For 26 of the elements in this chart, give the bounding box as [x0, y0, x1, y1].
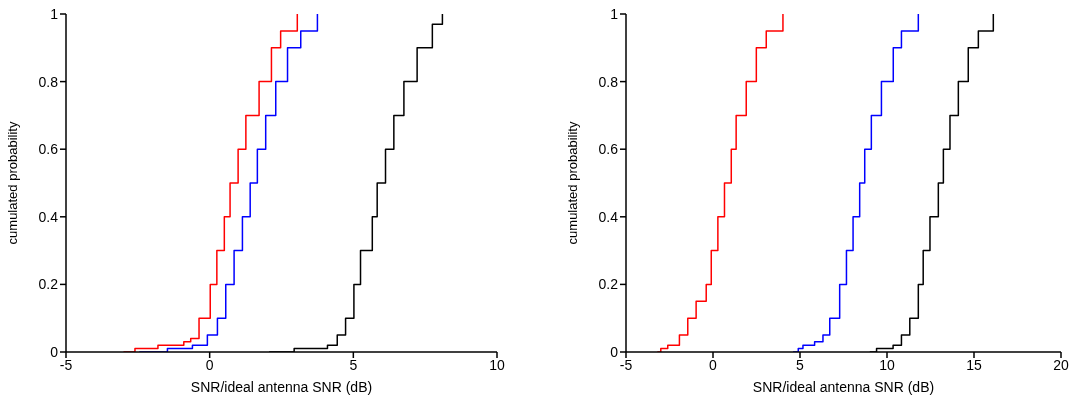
x-tick-label: -5: [59, 356, 73, 373]
y-tick-label: 0: [610, 343, 619, 360]
x-tick-label: 0: [205, 356, 214, 373]
x-tick-label: 15: [966, 356, 982, 373]
y-tick-label: 0.8: [598, 73, 619, 90]
x-axis-title: SNR/ideal antenna SNR (dB): [752, 379, 935, 395]
y-axis-title: cumulated probability: [4, 121, 20, 245]
x-tick-label: 5: [349, 356, 358, 373]
y-tick-label: 0.8: [38, 73, 59, 90]
x-axis-title: SNR/ideal antenna SNR (dB): [190, 379, 373, 395]
y-tick-label: 0.6: [38, 141, 59, 158]
x-tick-label: 10: [489, 356, 505, 373]
x-tick-label: -5: [619, 356, 633, 373]
y-tick-label: 0: [50, 343, 59, 360]
y-tick-label: 0.4: [598, 208, 619, 225]
x-tick-label: 10: [879, 356, 895, 373]
y-tick-label: 0.2: [38, 276, 59, 293]
y-tick-label: 0.2: [598, 276, 619, 293]
y-tick-label: 0.6: [598, 141, 619, 158]
y-tick-label: 0.4: [38, 208, 59, 225]
y-axis-title: cumulated probability: [564, 121, 580, 245]
y-tick-label: 1: [610, 5, 619, 22]
x-tick-label: 0: [709, 356, 718, 373]
x-tick-label: 5: [796, 356, 805, 373]
x-tick-label: 20: [1053, 356, 1069, 373]
y-tick-label: 1: [50, 5, 59, 22]
